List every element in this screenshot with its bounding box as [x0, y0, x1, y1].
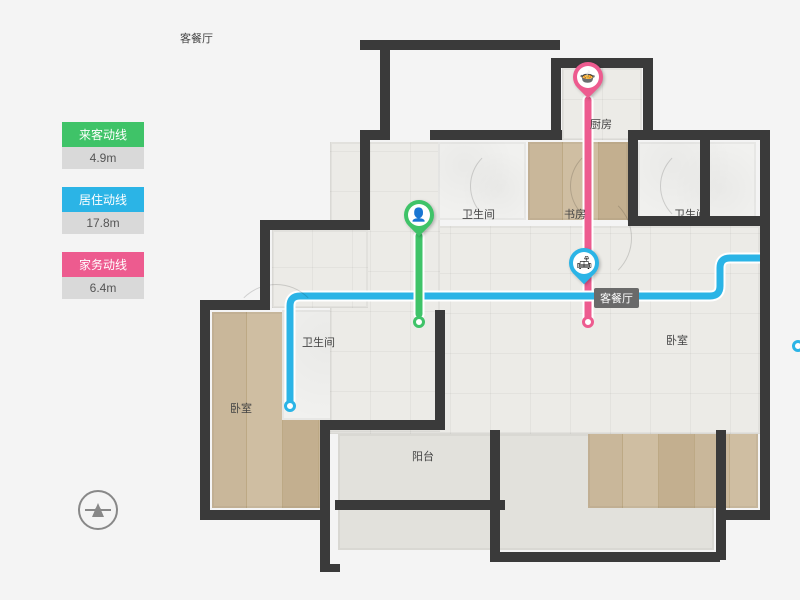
wall-segment	[360, 40, 560, 50]
wall-segment	[260, 220, 270, 310]
legend-item-living: 居住动线 17.8m	[62, 187, 144, 234]
route-endpoint	[284, 400, 296, 412]
compass-icon	[78, 490, 118, 530]
wall-segment	[268, 220, 370, 230]
door-arc	[470, 146, 550, 226]
route-marker-sofa-icon: 🛋	[569, 248, 599, 286]
wall-segment	[716, 510, 770, 520]
wall-segment	[650, 216, 740, 226]
wall-segment	[320, 420, 330, 572]
floor-plan: 厨房卫生间书房卫生间客餐厅卫生间卧室卧室阳台👤🛋客餐厅🍲	[180, 30, 770, 560]
wall-segment	[490, 552, 720, 562]
legend-label: 来客动线	[62, 122, 144, 147]
room-label: 卧室	[230, 400, 252, 416]
wall-segment	[490, 430, 500, 560]
wall-segment	[435, 310, 445, 430]
route-endpoint	[792, 340, 800, 352]
legend-item-guest: 来客动线 4.9m	[62, 122, 144, 169]
route-endpoint	[413, 316, 425, 328]
wall-segment	[360, 130, 370, 190]
wall-segment	[335, 500, 505, 510]
wall-segment	[551, 58, 561, 140]
room-label: 厨房	[590, 116, 612, 132]
wall-segment	[360, 190, 370, 220]
wall-segment	[430, 130, 562, 140]
legend: 来客动线 4.9m 居住动线 17.8m 家务动线 6.4m	[62, 122, 144, 317]
legend-value: 4.9m	[62, 147, 144, 169]
route-marker-pot-icon: 🍲	[573, 62, 603, 100]
wall-segment	[628, 130, 638, 216]
wall-segment	[200, 510, 330, 520]
legend-item-chore: 家务动线 6.4m	[62, 252, 144, 299]
wall-segment	[330, 420, 440, 430]
wall-segment	[700, 130, 710, 220]
wall-segment	[643, 58, 653, 140]
wall-segment	[200, 300, 270, 310]
legend-label: 家务动线	[62, 252, 144, 277]
wall-segment	[760, 130, 770, 510]
room-label: 阳台	[412, 448, 434, 464]
legend-label: 居住动线	[62, 187, 144, 212]
wall-segment	[716, 430, 726, 560]
legend-value: 6.4m	[62, 277, 144, 299]
door-arc	[230, 284, 322, 376]
room-label: 卧室	[666, 332, 688, 348]
room-label: 客餐厅	[180, 30, 213, 46]
route-label: 客餐厅	[594, 288, 639, 308]
route-endpoint	[582, 316, 594, 328]
wall-segment	[320, 564, 340, 572]
wall-segment	[380, 40, 390, 140]
route-marker-person-icon: 👤	[404, 200, 434, 238]
legend-value: 17.8m	[62, 212, 144, 234]
wall-segment	[200, 300, 210, 518]
wall-segment	[628, 216, 658, 226]
wall-segment	[628, 130, 770, 140]
